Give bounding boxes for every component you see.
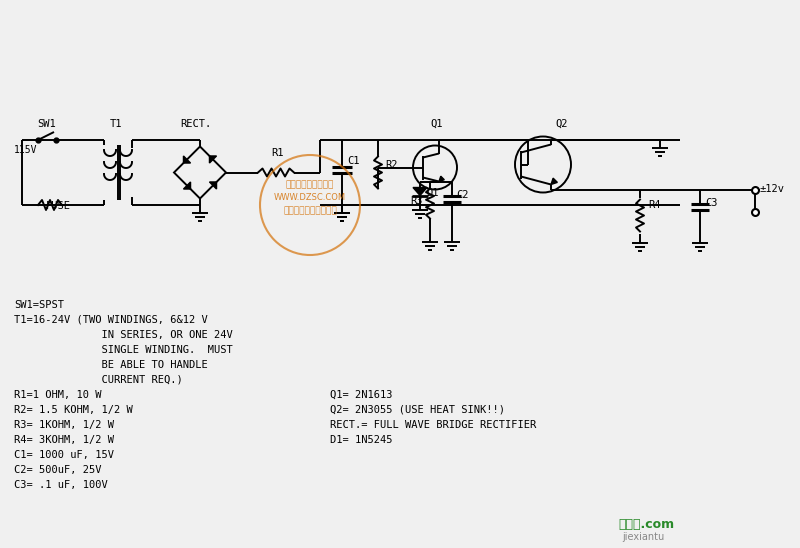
Text: D1: D1 [426,187,438,197]
Text: T1=16-24V (TWO WINDINGS, 6&12 V: T1=16-24V (TWO WINDINGS, 6&12 V [14,315,208,325]
Text: 115V: 115V [14,145,38,155]
Text: R2= 1.5 KOHM, 1/2 W: R2= 1.5 KOHM, 1/2 W [14,405,133,415]
Text: IN SERIES, OR ONE 24V: IN SERIES, OR ONE 24V [14,330,233,340]
Text: RECT.: RECT. [180,119,211,129]
Text: R1=1 OHM, 10 W: R1=1 OHM, 10 W [14,390,102,400]
Text: C2: C2 [456,191,469,201]
Text: R1: R1 [271,149,283,158]
Text: RECT.= FULL WAVE BRIDGE RECTIFIER: RECT.= FULL WAVE BRIDGE RECTIFIER [330,420,536,430]
Text: C3: C3 [705,198,718,208]
Text: R2: R2 [385,159,398,169]
Text: Q1: Q1 [430,119,442,129]
Polygon shape [210,156,217,163]
Text: Q2: Q2 [555,119,567,129]
Text: jiexiantu: jiexiantu [622,532,664,542]
Text: Q1= 2N1613: Q1= 2N1613 [330,390,393,400]
Polygon shape [413,187,427,196]
Text: BE ABLE TO HANDLE: BE ABLE TO HANDLE [14,360,208,370]
Text: CURRENT REQ.): CURRENT REQ.) [14,375,182,385]
Text: Q2= 2N3055 (USE HEAT SINK!!): Q2= 2N3055 (USE HEAT SINK!!) [330,405,505,415]
Text: R3= 1KOHM, 1/2 W: R3= 1KOHM, 1/2 W [14,420,114,430]
Text: C1= 1000 uF, 15V: C1= 1000 uF, 15V [14,450,114,460]
Text: 全球最大电子采购网站: 全球最大电子采购网站 [283,206,337,215]
Text: WWW.DZSC.COM: WWW.DZSC.COM [274,193,346,202]
Text: C3= .1 uF, 100V: C3= .1 uF, 100V [14,480,108,490]
Text: 杭州维库电子市场网: 杭州维库电子市场网 [286,180,334,189]
Polygon shape [183,156,190,163]
Text: C1: C1 [347,157,359,167]
Text: SINGLE WINDING.  MUST: SINGLE WINDING. MUST [14,345,233,355]
Polygon shape [439,176,444,181]
Text: T1: T1 [110,119,122,129]
Polygon shape [183,182,190,189]
Text: FUSE: FUSE [46,201,71,211]
Text: R4: R4 [648,199,661,209]
Text: 接线图.com: 接线图.com [618,518,674,531]
Text: ±12v: ±12v [760,184,785,193]
Polygon shape [210,182,217,189]
Text: SW1=SPST: SW1=SPST [14,300,64,310]
Text: D1= 1N5245: D1= 1N5245 [330,435,393,445]
Text: R4= 3KOHM, 1/2 W: R4= 3KOHM, 1/2 W [14,435,114,445]
Text: SW1: SW1 [37,119,56,129]
Text: C2= 500uF, 25V: C2= 500uF, 25V [14,465,102,475]
Polygon shape [551,178,558,185]
Text: R3: R3 [410,196,422,206]
